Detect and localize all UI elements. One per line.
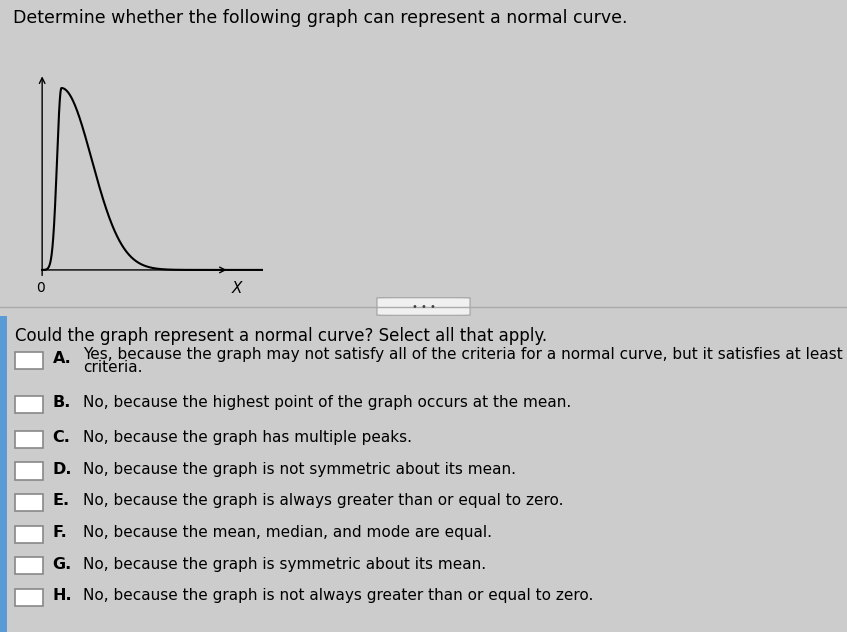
Text: H.: H. [53, 588, 72, 603]
Text: X: X [231, 281, 242, 296]
Text: No, because the graph is symmetric about its mean.: No, because the graph is symmetric about… [83, 557, 486, 571]
Text: 0: 0 [36, 281, 45, 295]
Bar [15, 589, 43, 606]
Text: C.: C. [53, 430, 70, 445]
Text: F.: F. [53, 525, 67, 540]
Bar [15, 526, 43, 543]
Text: B.: B. [53, 396, 71, 410]
Bar [15, 396, 43, 413]
Text: No, because the mean, median, and mode are equal.: No, because the mean, median, and mode a… [83, 525, 492, 540]
Text: No, because the graph is always greater than or equal to zero.: No, because the graph is always greater … [83, 494, 563, 508]
Text: Determine whether the following graph can represent a normal curve.: Determine whether the following graph ca… [13, 9, 628, 27]
Text: No, because the graph has multiple peaks.: No, because the graph has multiple peaks… [83, 430, 412, 445]
Text: E.: E. [53, 494, 69, 508]
Bar [15, 431, 43, 448]
Text: • • •: • • • [412, 301, 435, 312]
Bar [0, 316, 7, 632]
Text: Yes, because the graph may not satisfy all of the criteria for a normal curve, b: Yes, because the graph may not satisfy a… [83, 347, 847, 362]
Text: No, because the graph is not symmetric about its mean.: No, because the graph is not symmetric a… [83, 462, 516, 477]
Text: D.: D. [53, 462, 72, 477]
Text: No, because the highest point of the graph occurs at the mean.: No, because the highest point of the gra… [83, 396, 571, 410]
Bar [15, 463, 43, 480]
Bar [15, 494, 43, 511]
Text: criteria.: criteria. [83, 360, 142, 375]
Text: A.: A. [53, 351, 71, 366]
Text: Could the graph represent a normal curve? Select all that apply.: Could the graph represent a normal curve… [15, 327, 547, 345]
Text: No, because the graph is not always greater than or equal to zero.: No, because the graph is not always grea… [83, 588, 594, 603]
Text: G.: G. [53, 557, 72, 571]
FancyBboxPatch shape [377, 298, 470, 315]
Bar [15, 351, 43, 369]
Bar [15, 557, 43, 574]
